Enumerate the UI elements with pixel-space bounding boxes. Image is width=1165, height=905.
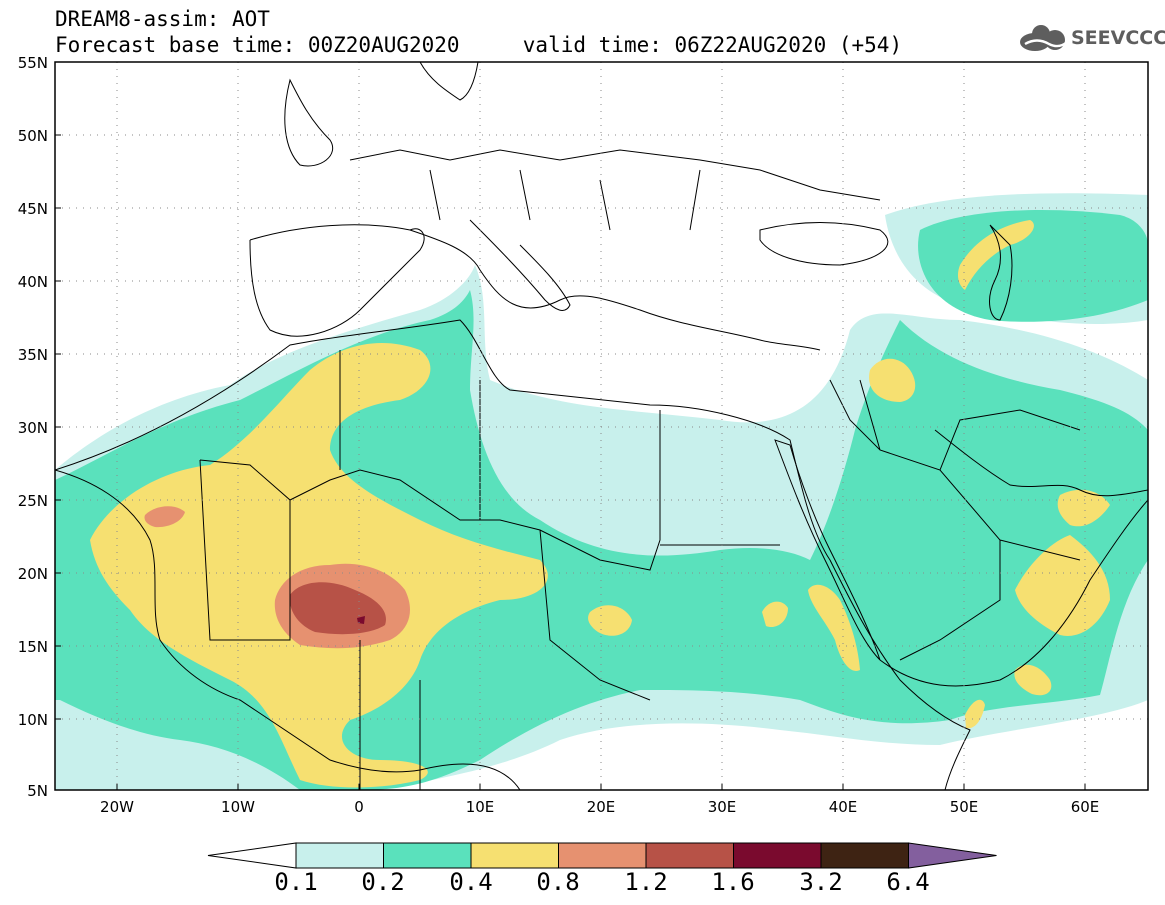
- lat-label-55n: 55N: [17, 54, 48, 72]
- lon-label-10e: 10E: [465, 798, 495, 816]
- seevccc-logo: [1020, 25, 1068, 51]
- colorbar-label: 6.4: [886, 868, 930, 896]
- aot-0.4-field-ne: [869, 358, 916, 402]
- logo-text: SEEVCCC: [1071, 27, 1165, 49]
- colorbar-swatch: [383, 842, 472, 869]
- coastlines: [55, 62, 1148, 790]
- caspian-sea: [989, 224, 1013, 321]
- aot-0.4-field: [90, 342, 548, 788]
- axis-ticks: [55, 134, 1086, 790]
- aot-0.8-field-west: [144, 506, 185, 528]
- colorbar-label: 1.2: [624, 868, 668, 896]
- aot-0.4-field-somalia: [965, 699, 985, 729]
- aot-0.4-field-chad: [588, 605, 632, 636]
- lat-label-5n: 5N: [27, 782, 48, 800]
- red-sea: [774, 439, 881, 661]
- colorbar-swatch: [820, 842, 909, 869]
- colorbar-label: 0.1: [274, 868, 318, 896]
- lat-label-45n: 45N: [17, 200, 48, 218]
- colorbar-label: 0.8: [536, 868, 580, 896]
- aot-0.4-field-gulf: [1057, 489, 1110, 527]
- aot-0.4-field-caspian: [957, 220, 1034, 290]
- aot-fields: [55, 193, 1148, 790]
- colorbar-label: 3.2: [799, 868, 843, 896]
- africa-coast: [55, 319, 971, 790]
- graticule: [55, 62, 1148, 790]
- italy-coast: [469, 219, 571, 311]
- lat-label-40n: 40N: [17, 273, 48, 291]
- colorbar-swatch: [470, 842, 559, 869]
- colorbar-swatch: [295, 842, 384, 869]
- colorbar-label: 0.2: [361, 868, 405, 896]
- map-title: DREAM8-assim: AOT: [55, 7, 270, 31]
- arabia-coast: [879, 499, 1148, 687]
- persian-gulf: [934, 429, 1148, 497]
- europe-borders: [349, 149, 881, 231]
- aot-0.4-field-sudan: [762, 601, 788, 628]
- lon-label-40e: 40E: [828, 798, 858, 816]
- lat-label-20n: 20N: [17, 565, 48, 583]
- aot-0.4-field-se: [1015, 535, 1110, 636]
- colorbar-label: 1.6: [711, 868, 755, 896]
- lon-label-30e: 30E: [707, 798, 737, 816]
- colorbar-over-arrow: [908, 842, 997, 869]
- colorbar: [207, 842, 997, 869]
- lon-label-60e: 60E: [1070, 798, 1100, 816]
- colorbar-swatch: [645, 842, 734, 869]
- lat-label-30n: 30N: [17, 419, 48, 437]
- cloud-icon: [1020, 25, 1068, 51]
- aot-0.4-field-redsea: [808, 584, 860, 671]
- black-sea: [759, 222, 889, 266]
- lon-label-0: 0: [354, 798, 364, 816]
- lon-label-50e: 50E: [949, 798, 979, 816]
- lat-label-50n: 50N: [17, 127, 48, 145]
- lon-label-20e: 20E: [586, 798, 616, 816]
- lat-label-15n: 15N: [17, 638, 48, 656]
- lat-label-10n: 10N: [17, 711, 48, 729]
- forecast-times: Forecast base time: 00Z20AUG2020 valid t…: [55, 33, 903, 57]
- lon-label-20w: 20W: [100, 798, 134, 816]
- lon-label-10w: 10W: [221, 798, 255, 816]
- lat-label-35n: 35N: [17, 346, 48, 364]
- africa-borders: [199, 350, 780, 790]
- colorbar-label: 0.4: [449, 868, 493, 896]
- colorbar-swatch: [558, 842, 647, 869]
- scandinavia-coast: [419, 62, 479, 101]
- colorbar-swatch: [733, 842, 822, 869]
- lat-label-25n: 25N: [17, 492, 48, 510]
- middle-east-borders: [829, 379, 1081, 661]
- uk-coast: [284, 78, 333, 167]
- aot-0.4-field-yemen: [1014, 664, 1052, 696]
- iberia-coast: [249, 228, 425, 337]
- colorbar-under-arrow: [207, 842, 297, 869]
- aot-0.2-field-north: [918, 210, 1148, 322]
